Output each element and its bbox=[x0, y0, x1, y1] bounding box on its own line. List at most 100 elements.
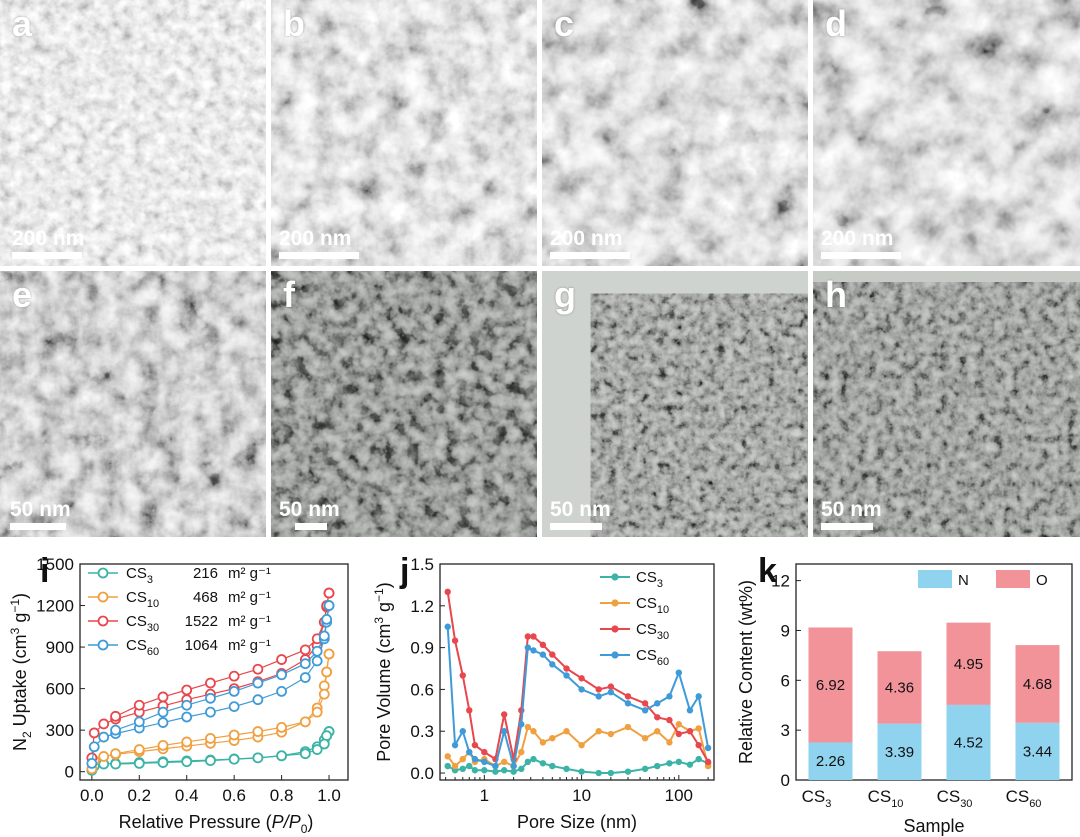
legend-unit: m² g⁻¹ bbox=[228, 589, 271, 606]
data-point bbox=[311, 706, 323, 718]
data-point bbox=[563, 672, 570, 679]
x-tick-label: CS10 bbox=[868, 787, 904, 810]
scale-bar-label: 200 nm bbox=[12, 227, 85, 250]
data-point bbox=[98, 718, 110, 730]
x-axis-label: Pore Size (nm) bbox=[517, 812, 637, 832]
data-point bbox=[133, 744, 145, 755]
data-point bbox=[654, 714, 661, 721]
data-point bbox=[321, 613, 333, 625]
data-point bbox=[500, 767, 508, 774]
data-point bbox=[624, 768, 632, 775]
bar-segment bbox=[808, 627, 853, 743]
data-point bbox=[539, 739, 547, 746]
legend-label: CS10 bbox=[126, 589, 159, 610]
data-point bbox=[666, 739, 673, 746]
chart-pore-distribution: 0.0 0.3 0.6 0.9 1.2 1.5 1 10 100 Pore Size (nm) Po… bbox=[360, 548, 722, 837]
data-point bbox=[666, 716, 673, 724]
legend-unit: m² g⁻¹ bbox=[228, 637, 271, 654]
data-point bbox=[181, 756, 193, 768]
legend-area: 1064 bbox=[185, 637, 218, 654]
data-point bbox=[311, 645, 323, 657]
scale-bar bbox=[821, 523, 873, 530]
data-point bbox=[228, 670, 240, 682]
legend-marker bbox=[611, 651, 619, 659]
data-point bbox=[549, 734, 556, 742]
data-point bbox=[252, 752, 264, 764]
x-tick-label: 0.2 bbox=[127, 786, 151, 805]
data-point bbox=[205, 755, 216, 767]
data-point bbox=[459, 728, 466, 735]
data-point bbox=[549, 762, 556, 770]
pore-size-plot: 0.0 0.3 0.6 0.9 1.2 1.5 1 10 100 Pore Size (nm) Po… bbox=[372, 552, 715, 832]
scale-bar bbox=[550, 523, 602, 530]
data-point bbox=[492, 768, 499, 775]
data-point bbox=[181, 711, 193, 723]
y-tick-label: 1500 bbox=[36, 555, 74, 574]
data-point bbox=[624, 693, 632, 700]
x-tick-label: 100 bbox=[665, 786, 693, 805]
data-point bbox=[451, 637, 459, 644]
legend-label: CS60 bbox=[126, 637, 159, 658]
data-point bbox=[595, 769, 602, 777]
bar-value-label: 4.36 bbox=[885, 679, 914, 696]
y-tick-label: 600 bbox=[46, 680, 74, 699]
data-point bbox=[110, 758, 121, 770]
y-axis-label: Relative Content (wt%) bbox=[736, 580, 756, 764]
data-point bbox=[205, 692, 216, 704]
data-point bbox=[510, 768, 517, 775]
data-point bbox=[299, 658, 311, 670]
y-tick-label: 0.3 bbox=[410, 722, 434, 741]
x-tick-label: 10 bbox=[572, 786, 591, 805]
bar-segment bbox=[946, 622, 991, 705]
data-point bbox=[530, 647, 537, 654]
data-point bbox=[654, 728, 661, 735]
x-axis-label: Relative Pressure (P/P0) bbox=[119, 812, 314, 836]
data-point bbox=[276, 750, 287, 762]
bar-segment bbox=[808, 742, 853, 780]
data-point bbox=[133, 699, 145, 711]
bar-value-label: 2.26 bbox=[816, 753, 845, 770]
panel-label: a bbox=[12, 3, 33, 44]
bar-segment bbox=[1015, 645, 1060, 723]
legend-marker bbox=[97, 639, 109, 651]
tem-image bbox=[271, 271, 537, 537]
data-point bbox=[88, 741, 100, 753]
data-point bbox=[276, 654, 287, 665]
data-point bbox=[539, 641, 547, 649]
bar-segment bbox=[946, 704, 991, 780]
y-tick-label: 1.5 bbox=[410, 555, 434, 574]
data-point bbox=[695, 741, 702, 749]
data-point bbox=[641, 765, 649, 773]
scale-bar bbox=[10, 523, 66, 530]
x-tick-label: 0.8 bbox=[270, 786, 294, 805]
data-point bbox=[524, 723, 532, 731]
data-point bbox=[252, 694, 264, 706]
data-point bbox=[318, 688, 330, 700]
data-point bbox=[695, 755, 702, 763]
data-point bbox=[98, 751, 110, 762]
data-point bbox=[641, 700, 649, 707]
y-tick-label: 0 bbox=[781, 771, 790, 790]
data-point bbox=[518, 721, 525, 728]
chart-n2-isotherm: 0 300 600 900 1200 1500 0.0 0.2 0.4 0.6 0.8 1.0 Rela… bbox=[0, 548, 360, 837]
micrograph-d: d 200 nm bbox=[813, 0, 1080, 266]
chart-relative-content: 0 3 6 9 12 2.26 6.92 CS3 3.39 4.36 CS10 4.52 4.95 CS3… bbox=[722, 548, 1080, 837]
legend-swatch bbox=[918, 570, 952, 588]
data-point bbox=[311, 744, 323, 755]
data-point bbox=[451, 762, 459, 770]
data-point bbox=[323, 587, 335, 599]
x-tick-label: 0.4 bbox=[175, 786, 199, 805]
data-point bbox=[695, 693, 702, 700]
data-point bbox=[481, 748, 488, 756]
data-point bbox=[666, 693, 673, 700]
panel-label: j bbox=[399, 552, 409, 590]
series-line bbox=[446, 591, 709, 763]
legend-label: CS30 bbox=[636, 621, 669, 642]
data-point bbox=[518, 765, 525, 773]
y-tick-label: 12 bbox=[771, 572, 790, 591]
data-point bbox=[624, 723, 632, 731]
data-point bbox=[563, 665, 570, 672]
sem-image bbox=[271, 0, 537, 266]
x-tick-label: 0.0 bbox=[80, 786, 104, 805]
data-point bbox=[459, 672, 466, 679]
